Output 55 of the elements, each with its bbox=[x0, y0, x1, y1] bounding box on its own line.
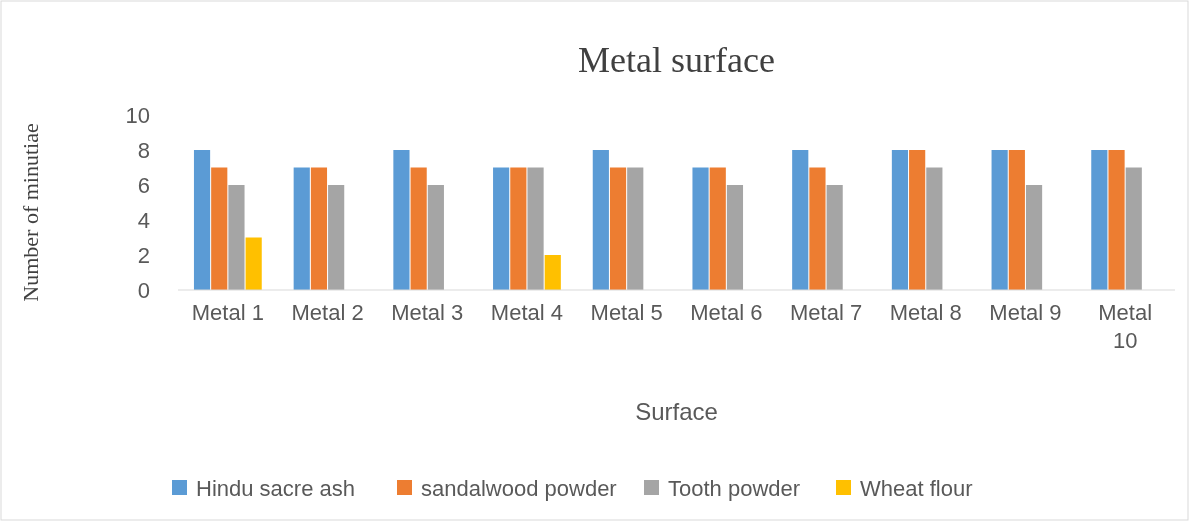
bar bbox=[826, 185, 843, 290]
bar bbox=[193, 150, 211, 290]
bar bbox=[792, 150, 809, 290]
x-tick-label: Metal 5 bbox=[590, 300, 663, 325]
legend-label: Tooth powder bbox=[668, 475, 801, 501]
bar bbox=[909, 150, 926, 290]
legend-label: Wheat flour bbox=[860, 475, 973, 501]
bar bbox=[1091, 150, 1108, 290]
x-tick-label: Metal 3 bbox=[391, 300, 464, 325]
y-tick-label: 10 bbox=[125, 102, 150, 128]
y-tick-label: 0 bbox=[137, 277, 150, 303]
bar bbox=[393, 150, 410, 290]
bar bbox=[544, 255, 561, 290]
x-tick-label: Metal 10 bbox=[1098, 300, 1153, 353]
x-axis-title: Surface bbox=[635, 398, 718, 425]
x-tick-label: Metal 9 bbox=[989, 300, 1062, 325]
bar bbox=[1025, 185, 1043, 290]
bar bbox=[1008, 150, 1025, 290]
bar bbox=[627, 167, 644, 290]
bar bbox=[328, 185, 345, 290]
legend-label: Hindu sacre ash bbox=[196, 475, 355, 501]
bar bbox=[228, 185, 245, 290]
chart-title: Metal surface bbox=[578, 40, 775, 80]
bar bbox=[527, 167, 544, 290]
bar bbox=[211, 167, 228, 290]
y-tick-label: 6 bbox=[137, 172, 150, 198]
bar bbox=[1125, 167, 1142, 290]
y-tick-label: 8 bbox=[137, 137, 150, 163]
bar bbox=[293, 167, 310, 290]
x-tick-label: Metal 7 bbox=[789, 300, 863, 325]
bar bbox=[692, 167, 709, 290]
bar bbox=[310, 167, 328, 290]
bar bbox=[592, 150, 609, 290]
bar bbox=[410, 167, 427, 290]
bar bbox=[245, 237, 262, 290]
bar bbox=[926, 167, 943, 290]
bar bbox=[709, 167, 726, 290]
bar bbox=[427, 185, 444, 290]
x-tick-label: Metal 8 bbox=[889, 300, 962, 325]
bar bbox=[891, 150, 909, 290]
bar bbox=[493, 167, 510, 290]
y-axis-title: Number of minutiae bbox=[18, 123, 43, 302]
bar bbox=[991, 150, 1008, 290]
bar bbox=[809, 167, 826, 290]
bar bbox=[609, 167, 627, 290]
bar bbox=[510, 167, 527, 290]
x-tick-label: Metal 6 bbox=[690, 300, 763, 325]
y-tick-label: 4 bbox=[137, 207, 150, 233]
bar bbox=[1108, 150, 1125, 290]
bar bbox=[726, 185, 744, 290]
x-tick-label: Metal 2 bbox=[291, 300, 364, 325]
x-tick-label: Metal 4 bbox=[490, 300, 564, 325]
y-tick-label: 2 bbox=[137, 242, 150, 268]
x-tick-label: Metal 1 bbox=[191, 300, 264, 325]
legend-label: sandalwood powder bbox=[421, 475, 617, 501]
